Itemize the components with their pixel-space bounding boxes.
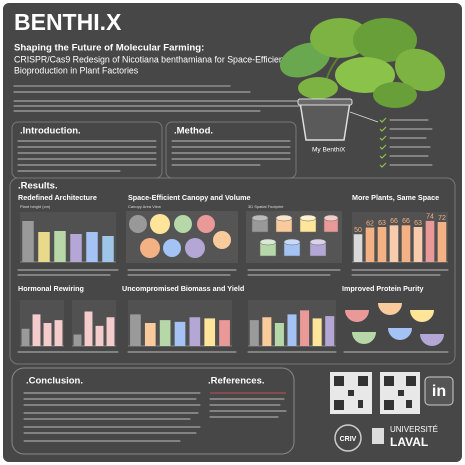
- bar: [390, 225, 399, 262]
- bar: [313, 318, 322, 346]
- poster: BENTHI.X Shaping the Future of Molecular…: [0, 0, 465, 465]
- bar: [366, 228, 375, 262]
- bar: [22, 221, 34, 262]
- bar: [325, 316, 334, 346]
- value-label: 74: [426, 214, 434, 221]
- value-label: 62: [366, 220, 374, 227]
- bar: [54, 231, 66, 262]
- bar: [44, 323, 52, 346]
- bar: [300, 310, 309, 346]
- subtitle-line: Bioproduction in Plant Factories: [14, 65, 139, 75]
- subtitle-line: CRISPR/Cas9 Redesign of Nicotiana bentha…: [14, 54, 287, 64]
- bar: [426, 221, 435, 262]
- bar: [85, 312, 93, 347]
- value-label: 63: [414, 220, 422, 227]
- bar: [145, 323, 156, 346]
- bar: [33, 314, 41, 346]
- section-title: .Introduction.: [20, 126, 81, 137]
- plant-label: My BenthiX: [312, 147, 346, 154]
- laval-text: UNIVERSITÉ: [390, 425, 438, 434]
- bar: [219, 320, 230, 346]
- bar: [262, 317, 271, 346]
- footprint-illustration: [246, 211, 342, 263]
- laval-text: LAVAL: [390, 435, 428, 449]
- bar: [250, 320, 259, 346]
- bar: [96, 326, 104, 346]
- value-label: 66: [402, 218, 410, 225]
- bar: [86, 232, 98, 262]
- panel-title: Improved Protein Purity: [342, 284, 423, 293]
- bar: [38, 232, 50, 262]
- bar: [414, 227, 423, 262]
- value-label: 63: [378, 220, 386, 227]
- canopy-illustration: [126, 211, 238, 263]
- section-title: .Conclusion.: [26, 376, 83, 387]
- value-label: 72: [438, 215, 446, 222]
- bar: [190, 317, 201, 346]
- panel-title: Space-Efficient Canopy and Volume: [128, 193, 250, 202]
- section-title: .References.: [208, 376, 265, 387]
- section-title: .Method.: [174, 126, 213, 137]
- value-label: 66: [390, 218, 398, 225]
- bar: [102, 236, 114, 262]
- bar: [402, 225, 411, 262]
- bar: [287, 314, 296, 346]
- section-title: .Results.: [18, 181, 58, 192]
- bar: [275, 323, 284, 346]
- bar: [130, 314, 141, 346]
- bar: [22, 329, 30, 346]
- panel-title: More Plants, Same Space: [352, 193, 439, 202]
- bar: [107, 317, 115, 346]
- bar: [438, 222, 447, 262]
- panel-title: Redefined Architecture: [18, 193, 97, 202]
- bar: [378, 227, 387, 262]
- bar: [74, 335, 82, 347]
- value-label: 50: [354, 227, 362, 234]
- laval-shield: [372, 428, 384, 444]
- panel-title: Hormonal Rewiring: [18, 284, 84, 293]
- bar: [354, 234, 363, 262]
- poster-title: BENTHI.X: [14, 9, 122, 35]
- subtitle-bold: Shaping the Future of Molecular Farming:: [14, 43, 204, 54]
- bar: [175, 322, 186, 346]
- bar: [70, 234, 82, 262]
- linkedin-text: in: [432, 383, 446, 400]
- bar: [55, 320, 63, 346]
- chart-label: Plant height (cm): [20, 204, 51, 209]
- bar: [204, 318, 215, 346]
- criv-text: CRIV: [340, 436, 357, 443]
- chart-area: [20, 212, 116, 262]
- chart-label: 3D Spatial Footprint: [248, 204, 284, 209]
- chart-label: Canopy Area View: [128, 204, 161, 209]
- bar: [160, 320, 171, 346]
- panel-title: Uncompromised Biomass and Yield: [122, 284, 244, 293]
